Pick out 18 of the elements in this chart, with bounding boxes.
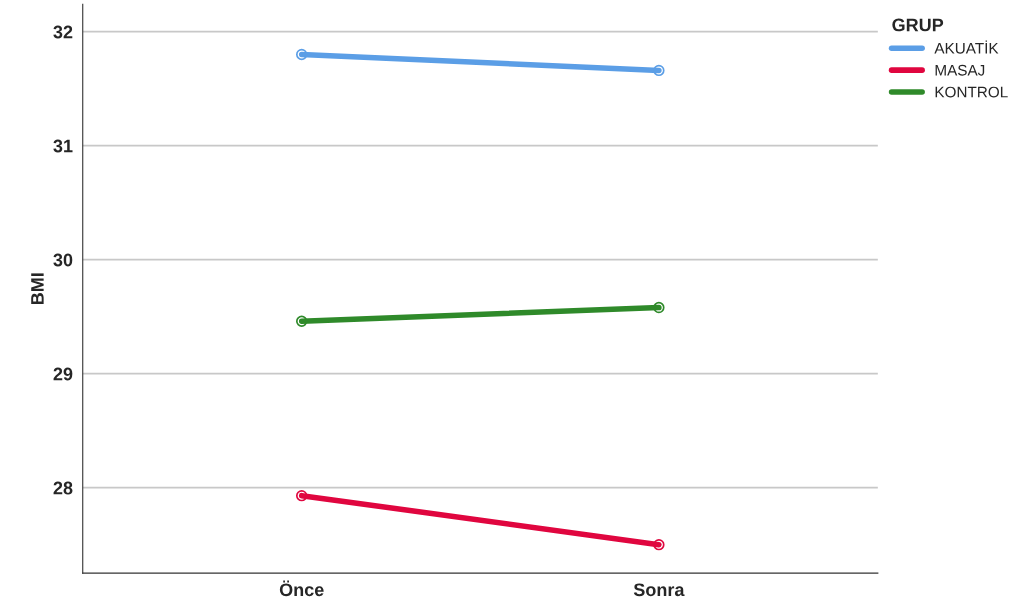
y-tick-label: 28: [53, 481, 73, 495]
point: [295, 315, 308, 327]
y-tick-label: 31: [53, 139, 73, 153]
point: [653, 64, 665, 77]
legend-label: KONTROL: [935, 86, 1008, 98]
y-tick-label: 32: [53, 25, 73, 39]
point: [295, 48, 308, 61]
y-tick-label: 29: [53, 367, 73, 381]
point: [653, 301, 665, 314]
legend-label: AKUATİK: [934, 40, 999, 54]
y-axis-title: BMI: [31, 273, 44, 305]
x-tick-label: Sonra: [633, 583, 685, 597]
y-tick-label: 30: [53, 253, 73, 267]
x-tick-label: Önce: [279, 580, 324, 597]
legend-label: MASAJ: [935, 64, 985, 76]
point: [295, 489, 308, 502]
legend-title: GRUP: [892, 18, 944, 32]
point: [653, 538, 665, 551]
